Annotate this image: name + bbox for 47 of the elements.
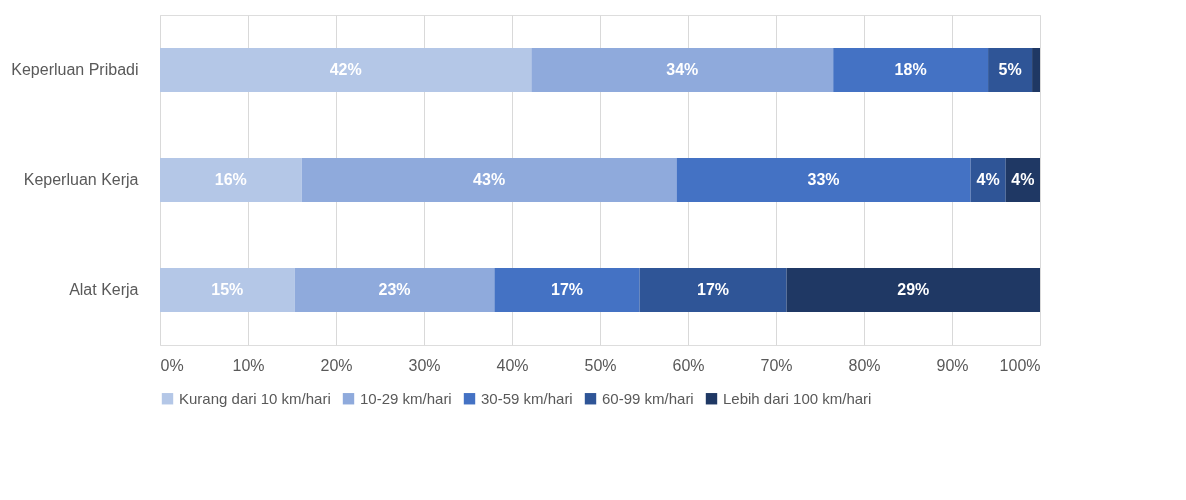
data-label: 33%: [807, 171, 840, 188]
bar: [970, 158, 1006, 202]
x-tick-label: 100%: [999, 356, 1041, 374]
x-tick-label: 50%: [584, 356, 617, 374]
data-label: 17%: [550, 281, 584, 298]
x-tick-label: 80%: [848, 356, 881, 374]
x-tick-label: 90%: [936, 356, 969, 374]
data-label: 5%: [998, 61, 1022, 78]
bar: [160, 158, 302, 202]
legend-label: 60-99 km/hari: [602, 389, 694, 407]
y-tick-label: Alat Kerja: [69, 281, 139, 298]
data-label: 43%: [473, 171, 506, 188]
legend-label: 30-59 km/hari: [481, 389, 573, 407]
x-tick-label: 70%: [760, 356, 793, 374]
y-tick-label: Keperluan Pribadi: [11, 61, 139, 78]
bar: [160, 268, 295, 312]
data-label: 17%: [697, 281, 730, 298]
data-label: 42%: [329, 61, 362, 78]
data-label: 23%: [378, 281, 411, 298]
data-label: 4%: [1011, 171, 1035, 188]
bar: [1032, 48, 1040, 92]
bar: [494, 268, 640, 312]
bar: [160, 48, 532, 92]
data-label: 15%: [211, 281, 244, 298]
data-label: 4%: [976, 171, 1000, 188]
bar: [531, 48, 834, 92]
legend-label: Kurang dari 10 km/hari: [179, 389, 331, 407]
data-label: 29%: [897, 281, 930, 298]
bar: [301, 158, 677, 202]
y-tick-label: Keperluan Kerja: [23, 171, 139, 188]
x-tick-label: 10%: [232, 356, 265, 374]
data-label: 34%: [666, 61, 699, 78]
x-tick-label: 60%: [672, 356, 705, 374]
bar: [988, 48, 1033, 92]
bar: [294, 268, 495, 312]
bar: [639, 268, 787, 312]
bar: [676, 158, 971, 202]
bar: [786, 268, 1040, 312]
data-label: 16%: [214, 171, 247, 188]
x-tick-label: 40%: [496, 356, 529, 374]
data-label: 18%: [894, 61, 927, 78]
x-tick-label: 20%: [320, 356, 353, 374]
x-tick-label: 0%: [160, 356, 184, 374]
legend-label: Lebih dari 100 km/hari: [723, 389, 872, 407]
bar: [833, 48, 989, 92]
x-tick-label: 30%: [408, 356, 441, 374]
legend-label: 10-29 km/hari: [360, 389, 452, 407]
